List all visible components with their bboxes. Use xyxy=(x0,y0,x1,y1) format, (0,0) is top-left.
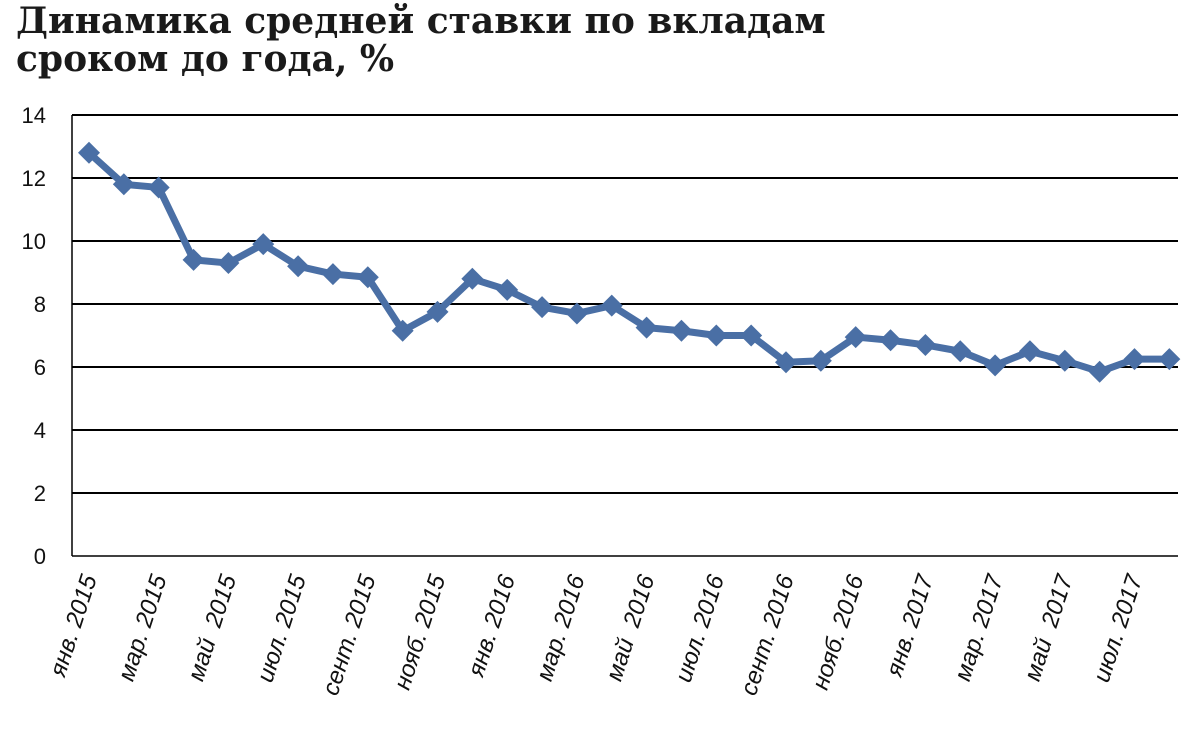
x-tick-label-7: мар. 2016 xyxy=(531,571,591,684)
data-point-30 xyxy=(1123,348,1146,371)
chart-title: Динамика средней ставки по вкладам сроко… xyxy=(16,2,1176,78)
data-point-16 xyxy=(635,316,658,339)
x-tick-label-5: нояб. 2015 xyxy=(389,571,452,693)
x-tick-label-1: мар. 2015 xyxy=(113,571,173,684)
x-tick-label-13: мар. 2017 xyxy=(949,570,1009,684)
data-point-5 xyxy=(252,233,275,256)
data-point-26 xyxy=(984,354,1007,377)
x-tick-label-8: май 2016 xyxy=(601,571,661,684)
data-point-14 xyxy=(565,302,588,325)
y-tick-label-2: 2 xyxy=(34,481,46,506)
data-point-8 xyxy=(356,266,379,289)
x-tick-label-12: янв. 2017 xyxy=(881,570,940,681)
data-point-1 xyxy=(112,173,135,196)
data-point-7 xyxy=(321,263,344,286)
y-tick-label-14: 14 xyxy=(22,103,46,128)
y-tick-label-4: 4 xyxy=(34,418,46,443)
x-tick-label-3: июл. 2015 xyxy=(252,571,312,686)
data-point-25 xyxy=(949,340,972,363)
x-tick-label-11: нояб. 2016 xyxy=(807,571,870,693)
x-tick-label-0: янв. 2015 xyxy=(44,571,103,681)
data-point-22 xyxy=(844,326,867,349)
data-point-2 xyxy=(147,176,170,199)
chart-title-line-2: сроком до года, % xyxy=(16,38,395,80)
data-point-29 xyxy=(1088,360,1111,383)
series-line-path xyxy=(85,149,1173,376)
data-point-18 xyxy=(705,324,728,347)
data-point-24 xyxy=(914,333,937,356)
y-tick-label-0: 0 xyxy=(34,544,46,569)
y-tick-label-10: 10 xyxy=(22,229,46,254)
data-point-11 xyxy=(461,267,484,290)
y-tick-label-8: 8 xyxy=(34,292,46,317)
x-tick-label-6: янв. 2016 xyxy=(462,571,521,681)
series-line xyxy=(85,149,1173,376)
chart-title-line-1: Динамика средней ставки по вкладам xyxy=(16,0,826,42)
axes xyxy=(71,115,1178,557)
data-point-17 xyxy=(670,319,693,342)
data-point-6 xyxy=(287,255,310,278)
x-tick-label-14: май 2017 xyxy=(1019,570,1079,684)
data-point-9 xyxy=(391,319,414,342)
x-tick-label-9: июл. 2016 xyxy=(670,571,730,686)
series-markers xyxy=(78,141,1181,383)
data-point-10 xyxy=(426,300,449,323)
y-tick-label-6: 6 xyxy=(34,355,46,380)
data-point-12 xyxy=(496,278,519,301)
data-point-27 xyxy=(1018,340,1041,363)
y-tick-labels: 0 2 4 6 8 10 12 14 xyxy=(22,103,46,569)
data-point-4 xyxy=(217,252,240,275)
x-tick-labels: янв. 2015 мар. 2015 май 2015 июл. 2015 сент.… xyxy=(44,570,1149,699)
y-tick-label-12: 12 xyxy=(22,166,46,191)
x-tick-label-10: сент. 2016 xyxy=(735,571,800,699)
data-point-3 xyxy=(182,248,205,271)
x-tick-label-4: сент. 2015 xyxy=(317,571,382,699)
data-point-15 xyxy=(600,294,623,317)
x-tick-label-15: июл. 2017 xyxy=(1088,570,1149,686)
data-point-23 xyxy=(879,329,902,352)
x-tick-label-2: май 2015 xyxy=(182,571,242,684)
data-point-20 xyxy=(775,351,797,374)
data-point-0 xyxy=(78,141,100,164)
data-point-31 xyxy=(1158,348,1181,371)
gridlines xyxy=(72,114,1178,494)
data-point-19 xyxy=(740,324,763,347)
data-point-13 xyxy=(531,296,554,319)
data-point-28 xyxy=(1053,349,1076,372)
data-point-21 xyxy=(809,349,832,372)
